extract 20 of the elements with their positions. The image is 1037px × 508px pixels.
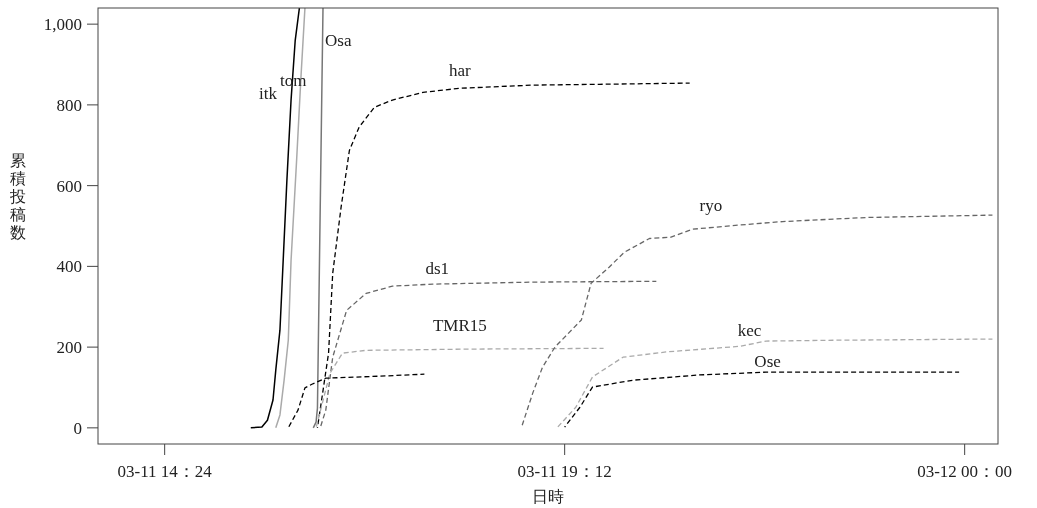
y-tick-label: 400 [56, 257, 82, 277]
x-tick-label: 03-12 00：00 [917, 462, 1013, 481]
series-label: Ose [754, 352, 781, 372]
series-label: Osa [325, 30, 352, 50]
line-series [275, 8, 306, 429]
y-tick-label: 600 [56, 176, 82, 196]
series-label: kec [737, 320, 762, 340]
x-tick-label: 03-11 14：24 [117, 462, 213, 481]
series-label: har [448, 61, 471, 81]
series-label: itk [259, 84, 278, 104]
x-axis-title: 日時 [532, 488, 564, 505]
x-tick-label: 03-11 19：12 [517, 462, 612, 481]
series-label: TMR15 [432, 316, 487, 336]
y-tick-label: 0 [73, 418, 82, 438]
series-label: ds1 [425, 258, 450, 278]
y-tick-label: 1,000 [43, 15, 82, 35]
y-tick-label: 800 [56, 95, 82, 115]
y-axis-title: 累積投稿数 [9, 152, 26, 241]
series-label: ryo [699, 196, 723, 216]
y-tick-label: 200 [56, 338, 82, 358]
